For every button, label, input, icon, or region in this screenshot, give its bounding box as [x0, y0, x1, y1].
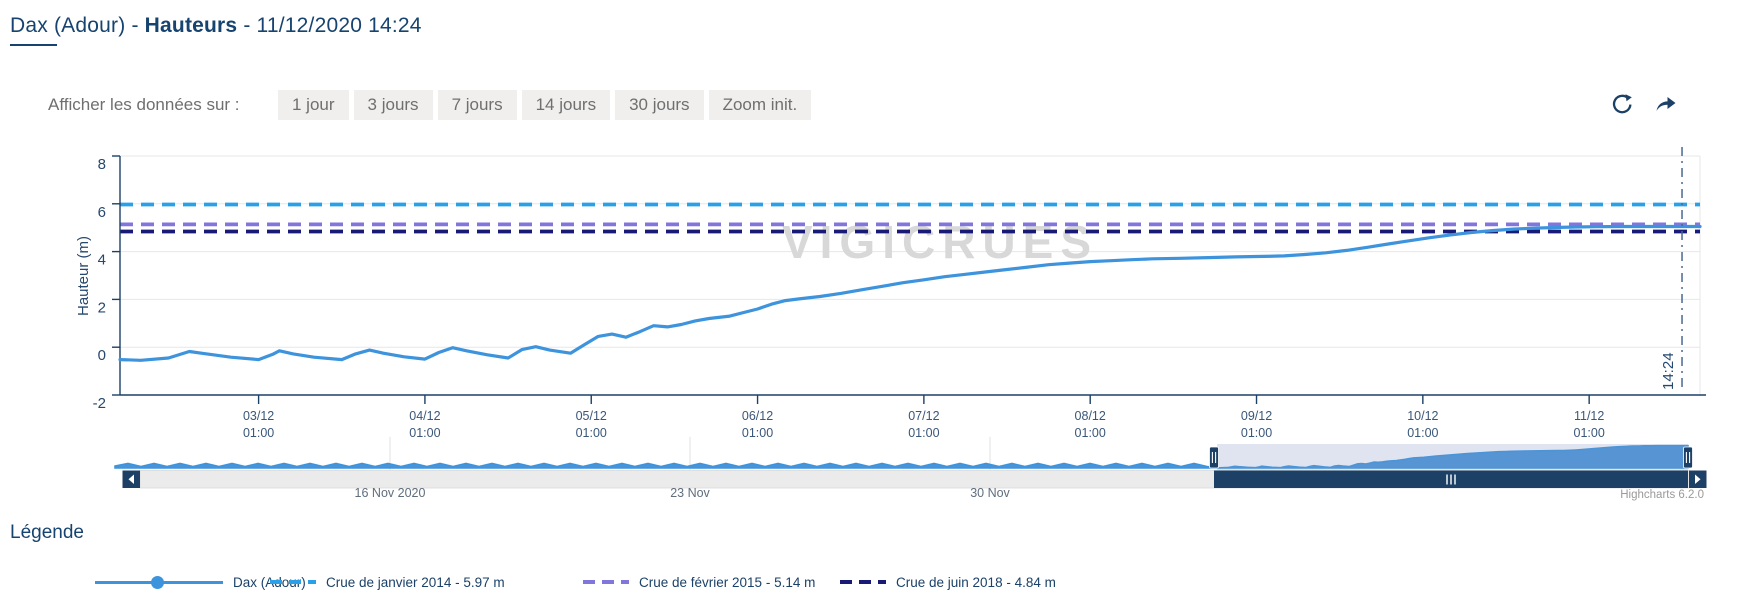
hauteurs-chart: VIGICRUES 8 6 4 2 0 -2 Hauteur (m) 03/12 01:00 04/…	[75, 147, 1707, 501]
range-button-zoom-init[interactable]: Zoom init.	[708, 90, 812, 120]
title-station: Dax (Adour) -	[10, 14, 145, 37]
title-datetime: - 11/12/2020 14:24	[237, 14, 422, 37]
x-tick-label-time: 01:00	[243, 426, 274, 440]
legend-title: Légende	[10, 522, 84, 543]
x-tick-label-day: 06/12	[742, 409, 773, 423]
x-tick-label-day: 07/12	[908, 409, 939, 423]
x-tick-label-day: 03/12	[243, 409, 274, 423]
x-tick-label-time: 01:00	[1241, 426, 1272, 440]
legend-item-label: Dax (Adour)	[233, 574, 306, 590]
vigicrues-watermark: VIGICRUES	[782, 216, 1098, 268]
navigator-handle[interactable]	[1683, 446, 1693, 469]
x-tick-label-day: 09/12	[1241, 409, 1272, 423]
y-tick-label: 0	[98, 347, 106, 364]
series-line-dax[interactable]	[118, 224, 1702, 362]
navigator-axis-label: 30 Nov	[970, 486, 1010, 500]
legend-item-crue-2018[interactable]: Crue de juin 2018 - 4.84 m	[840, 574, 1056, 590]
x-tick-label-day: 11/12	[1574, 409, 1604, 423]
range-button-14j[interactable]: 14 jours	[521, 90, 611, 120]
chart-tool-icons	[1610, 92, 1678, 116]
range-button-7j[interactable]: 7 jours	[437, 90, 517, 120]
navigator-axis-label: 16 Nov 2020	[355, 486, 426, 500]
title-measure-type: Hauteurs	[144, 14, 238, 37]
page-title: Dax (Adour) - Hauteurs - 11/12/2020 14:2…	[10, 14, 422, 38]
navigator-selection-mask[interactable]	[1217, 444, 1688, 471]
y-tick-label: 4	[98, 252, 106, 269]
legend-item-label: Crue de janvier 2014 - 5.97 m	[326, 574, 505, 590]
x-tick-label-day: 10/12	[1407, 409, 1438, 423]
range-button-1j[interactable]: 1 jour	[278, 90, 349, 120]
x-tick-label-time: 01:00	[742, 426, 773, 440]
x-tick-label-time: 01:00	[1407, 426, 1438, 440]
controls-bar: Afficher les données sur : 1 jour 3 jour…	[0, 90, 1764, 122]
y-tick-label: 2	[98, 299, 106, 316]
range-selector-label: Afficher les données sur :	[48, 95, 240, 114]
x-tick-label-time: 01:00	[576, 426, 607, 440]
legend-item-crue-2015[interactable]: Crue de février 2015 - 5.14 m	[583, 574, 815, 590]
legend-item-label: Crue de juin 2018 - 4.84 m	[896, 574, 1056, 590]
range-button-3j[interactable]: 3 jours	[353, 90, 433, 120]
legend-item-label: Crue de février 2015 - 5.14 m	[639, 574, 816, 590]
legend-item-dax[interactable]: Dax (Adour)	[95, 574, 306, 590]
left-arrow-icon	[128, 474, 134, 484]
dashed-line-icon	[583, 580, 629, 584]
dashed-line-icon	[270, 580, 316, 584]
x-tick-label-time: 01:00	[1075, 426, 1106, 440]
refresh-icon[interactable]	[1610, 92, 1634, 116]
series-line-marker-icon	[95, 575, 223, 589]
y-axis-title: Hauteur (m)	[75, 236, 92, 316]
title-underline	[10, 44, 57, 46]
share-icon[interactable]	[1654, 92, 1678, 116]
x-tick-label-time: 01:00	[908, 426, 939, 440]
right-arrow-icon	[1695, 474, 1701, 484]
x-tick-label-time: 01:00	[1574, 426, 1605, 440]
range-buttons: 1 jour 3 jours 7 jours 14 jours 30 jours…	[278, 90, 812, 120]
x-tick-label-day: 04/12	[409, 409, 440, 423]
legend-item-crue-2014[interactable]: Crue de janvier 2014 - 5.97 m	[270, 574, 505, 590]
navigator-axis-label: 23 Nov	[670, 486, 710, 500]
y-tick-label: -2	[93, 395, 106, 412]
credits-label[interactable]: Highcharts 6.2.0	[1620, 489, 1704, 501]
navigator-handle[interactable]	[1209, 446, 1219, 469]
current-time-label: 14:24	[1660, 352, 1677, 390]
range-button-30j[interactable]: 30 jours	[615, 90, 704, 120]
y-tick-label: 8	[98, 156, 106, 173]
x-tick-label-time: 01:00	[409, 426, 440, 440]
header: Dax (Adour) - Hauteurs - 11/12/2020 14:2…	[10, 14, 422, 46]
y-tick-label: 6	[98, 204, 106, 221]
x-tick-label-day: 08/12	[1075, 409, 1106, 423]
x-tick-label-day: 05/12	[576, 409, 607, 423]
dashed-line-icon	[840, 580, 886, 584]
